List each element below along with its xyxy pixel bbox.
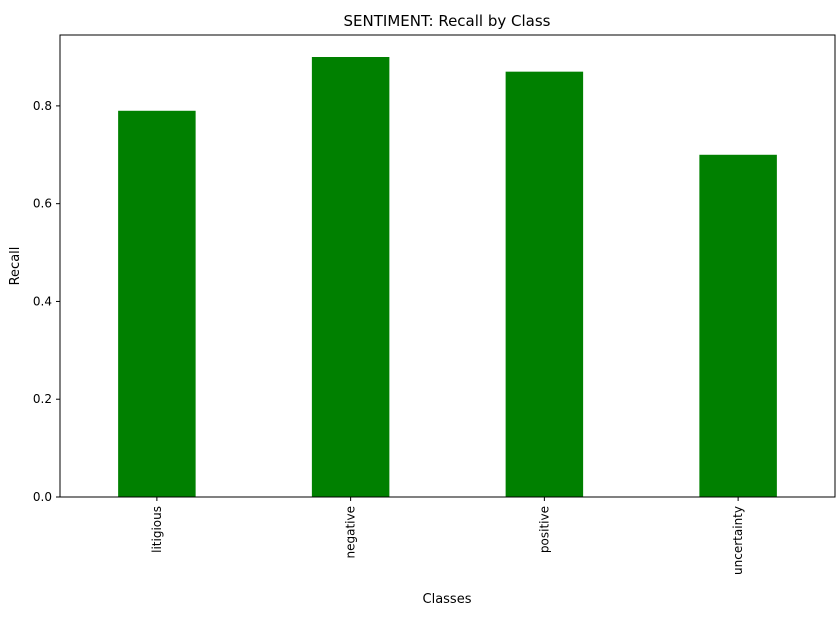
x-tick-label-uncertainty: uncertainty [731,506,745,575]
y-axis: 0.0 0.2 0.4 0.6 0.8 [33,99,60,504]
bar-positive [505,71,584,498]
y-tick-label-0.8: 0.8 [33,99,52,113]
y-tick-label-0.4: 0.4 [33,294,52,308]
y-axis-label: Recall [8,247,23,286]
bar-uncertainty [699,154,777,497]
bar-negative [311,57,390,497]
x-tick-label-positive: positive [537,506,551,553]
x-tick-label-litigious: litigious [150,506,164,553]
y-tick-label-0.6: 0.6 [33,197,52,211]
x-tick-label-negative: negative [344,506,358,558]
plot-frame [59,34,836,498]
y-tick-label-0.2: 0.2 [33,392,52,406]
x-axis-label: Classes [423,592,472,607]
y-tick-label-0.0: 0.0 [33,490,52,504]
x-axis: litigious negative positive uncertainty [150,497,745,575]
bar-litigious [118,110,196,498]
bars-group [118,57,777,498]
chart-title: SENTIMENT: Recall by Class [344,12,551,30]
